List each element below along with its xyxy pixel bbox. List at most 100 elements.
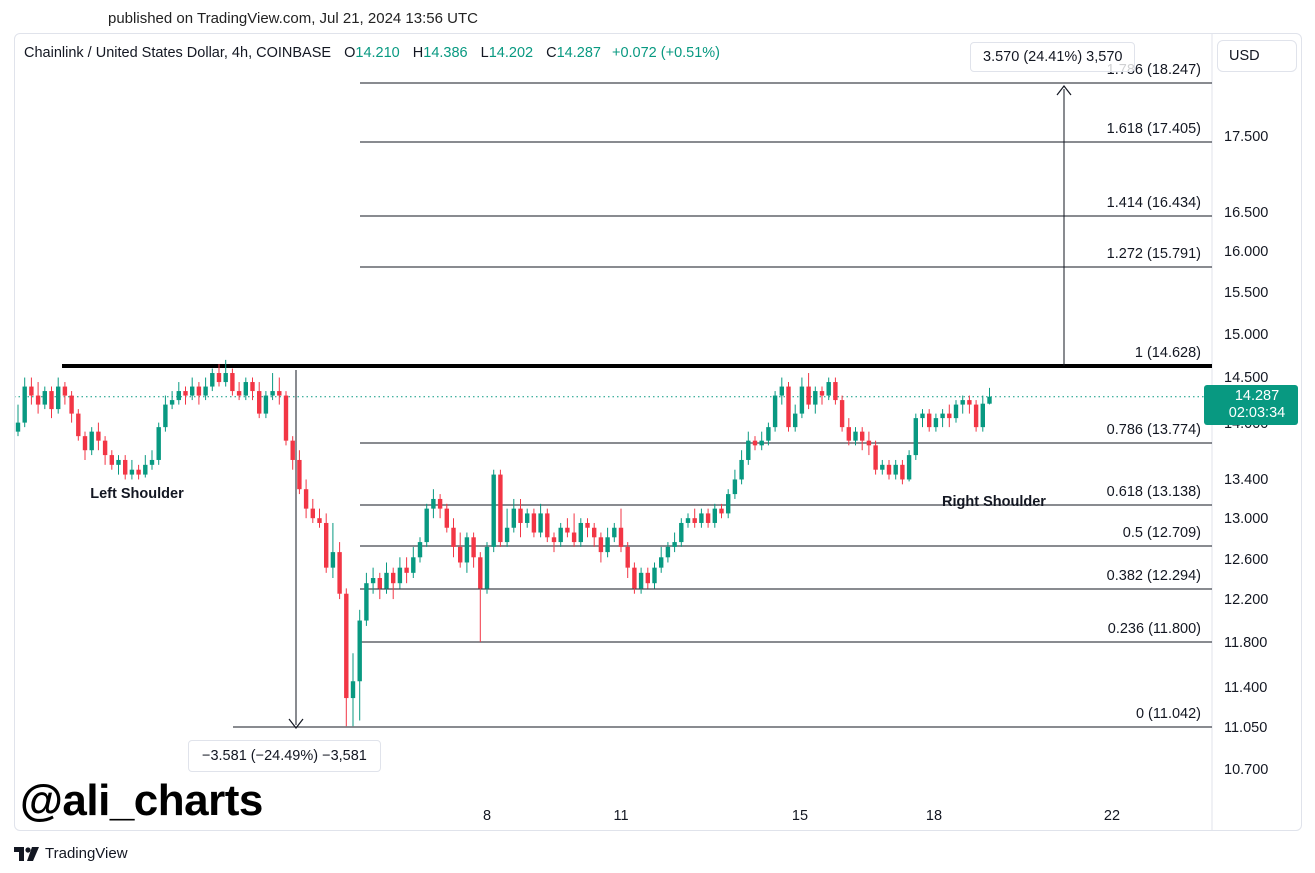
candle xyxy=(906,450,912,482)
candle xyxy=(598,532,604,563)
candle xyxy=(270,373,275,401)
candle xyxy=(645,567,650,589)
candle xyxy=(478,552,483,642)
y-tick-label: 15.500 xyxy=(1224,285,1268,301)
y-tick-label: 10.700 xyxy=(1224,762,1268,778)
candle xyxy=(116,455,121,475)
candle xyxy=(947,404,952,428)
candle xyxy=(672,532,677,553)
candle xyxy=(350,653,356,727)
candle xyxy=(638,567,644,594)
change-value: +0.072 (+0.51%) xyxy=(611,45,721,61)
candle xyxy=(136,464,141,480)
candle xyxy=(464,532,470,573)
fib-level-label: 1.272 (15.791) xyxy=(1107,246,1201,262)
candle xyxy=(169,391,175,410)
y-tick-label: 15.000 xyxy=(1224,327,1268,343)
y-tick-label: 12.200 xyxy=(1224,592,1268,608)
candle xyxy=(920,409,925,428)
chart-frame xyxy=(14,33,1302,831)
candle xyxy=(685,513,691,528)
candle xyxy=(618,508,624,553)
candle xyxy=(15,404,21,437)
candle xyxy=(679,518,684,547)
candle xyxy=(471,532,476,568)
fib-level-label: 1.414 (16.434) xyxy=(1107,195,1201,211)
candle xyxy=(545,508,550,543)
candle xyxy=(210,368,215,392)
candle xyxy=(578,518,583,547)
candle xyxy=(384,562,389,594)
candle xyxy=(250,377,255,401)
candle xyxy=(665,542,671,563)
candle xyxy=(96,422,101,451)
candle xyxy=(89,427,94,456)
candle xyxy=(806,373,811,410)
last-price-badge: 14.287 02:03:34 xyxy=(1204,385,1298,425)
candle xyxy=(933,413,939,432)
candle xyxy=(431,489,436,519)
y-tick-label: 17.500 xyxy=(1224,129,1268,145)
candle xyxy=(786,382,791,432)
candle xyxy=(377,572,382,600)
candle xyxy=(927,409,932,432)
time-axis[interactable]: 8 11 15 18 22 xyxy=(483,808,1120,824)
candle xyxy=(163,395,168,432)
candle xyxy=(357,609,362,721)
candle xyxy=(980,395,985,432)
tradingview-logo-icon xyxy=(14,846,39,861)
candle xyxy=(772,391,778,432)
candle xyxy=(531,508,537,538)
candle xyxy=(498,469,503,547)
candle xyxy=(726,489,731,519)
candle xyxy=(62,382,68,405)
currency-selector[interactable]: USD xyxy=(1217,40,1297,72)
candle xyxy=(886,459,892,480)
author-watermark: @ali_charts xyxy=(20,776,263,825)
candle xyxy=(344,588,349,727)
candle xyxy=(129,459,135,480)
arrowhead-up xyxy=(1056,85,1072,96)
candle xyxy=(364,572,369,626)
candle xyxy=(538,503,543,538)
fib-level-label: 0.5 (12.709) xyxy=(1123,525,1201,541)
candle xyxy=(156,422,161,465)
measure-up-label: 3.570 (24.41%) 3,570 xyxy=(970,42,1136,72)
candle xyxy=(732,469,738,499)
candle xyxy=(719,503,724,519)
candles xyxy=(15,359,992,727)
close-value: 14.287 xyxy=(556,45,601,61)
candle xyxy=(752,436,758,451)
arrowhead-down xyxy=(288,718,304,729)
neckline-group xyxy=(14,364,1212,398)
candle xyxy=(504,508,510,547)
candle xyxy=(337,542,342,600)
candle xyxy=(860,427,865,451)
candle xyxy=(839,395,845,432)
candle xyxy=(277,377,282,405)
candle xyxy=(324,513,329,573)
candle xyxy=(417,537,423,563)
candle xyxy=(712,503,717,528)
candle xyxy=(317,508,322,528)
tradingview-logo[interactable]: TradingView xyxy=(14,845,128,862)
candle xyxy=(29,377,34,405)
candle xyxy=(987,387,992,405)
candle xyxy=(799,377,805,419)
candle xyxy=(236,382,242,401)
candle xyxy=(853,427,858,446)
candle xyxy=(632,562,637,594)
candle xyxy=(42,386,47,410)
measure-arrows xyxy=(288,85,1072,729)
y-tick-label: 11.400 xyxy=(1224,680,1267,696)
price-axis[interactable]: 17.50016.50016.00015.50015.00014.50014.0… xyxy=(1224,129,1268,778)
candle xyxy=(565,518,570,538)
candle xyxy=(49,386,54,419)
candle xyxy=(444,503,449,533)
candle xyxy=(303,479,309,519)
symbol-title[interactable]: Chainlink / United States Dollar, 4h, CO… xyxy=(24,45,332,61)
y-tick-label: 16.500 xyxy=(1224,205,1268,221)
candle xyxy=(370,567,376,594)
candle xyxy=(491,469,496,553)
